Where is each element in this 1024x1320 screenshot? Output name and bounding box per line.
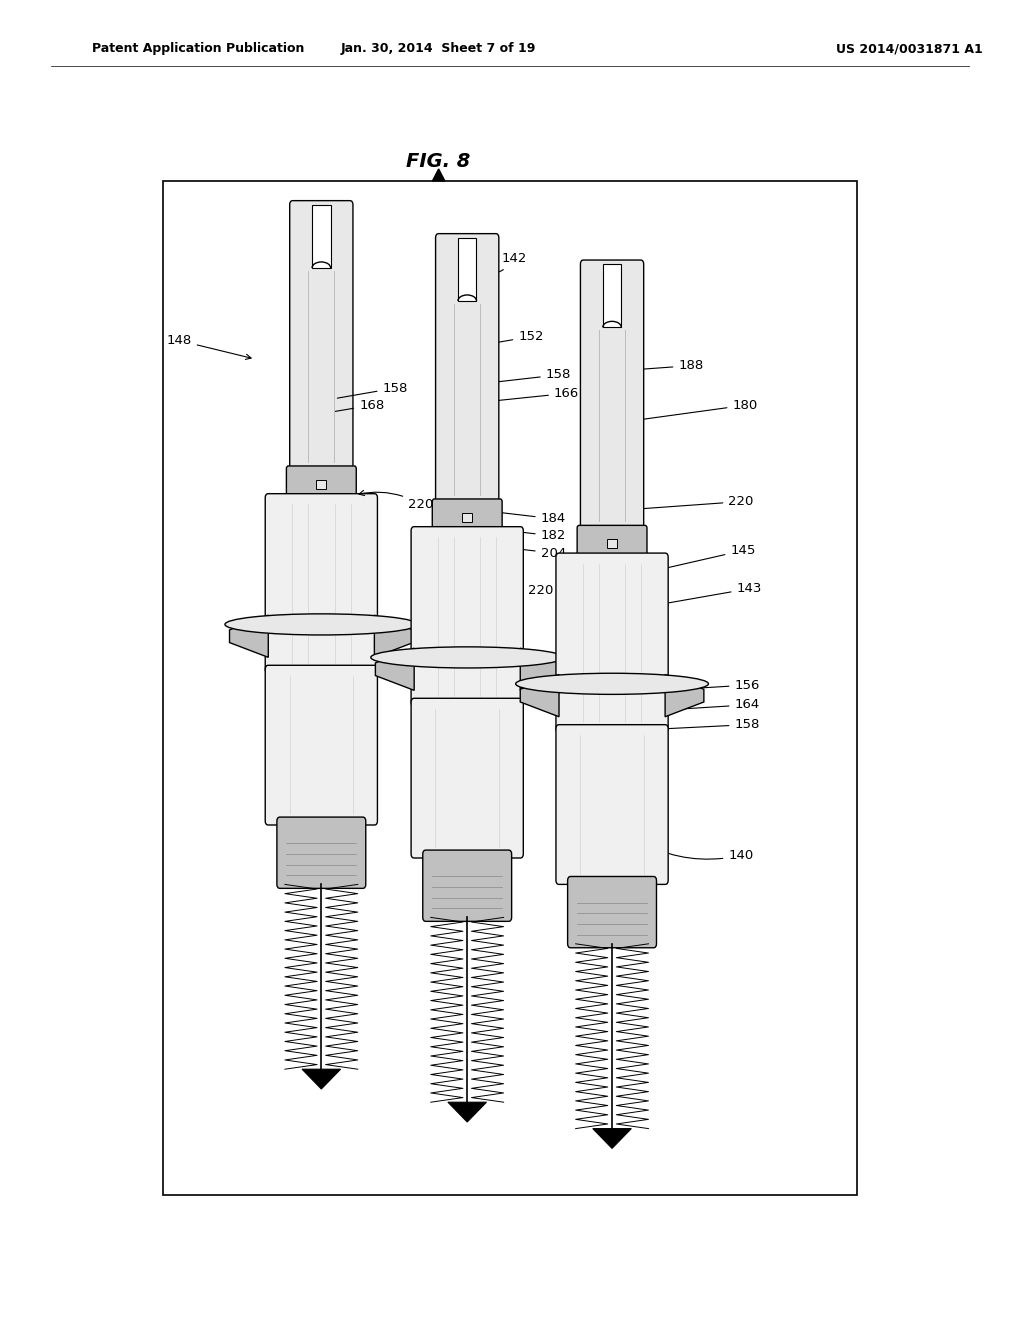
Text: 182: 182 bbox=[477, 527, 566, 543]
Bar bbox=[458, 238, 476, 301]
Text: 158: 158 bbox=[480, 368, 571, 384]
Polygon shape bbox=[520, 648, 559, 690]
Ellipse shape bbox=[516, 673, 709, 694]
Polygon shape bbox=[376, 648, 414, 690]
Text: 184: 184 bbox=[477, 510, 566, 525]
Text: 220: 220 bbox=[635, 495, 754, 511]
FancyBboxPatch shape bbox=[556, 725, 669, 884]
Text: 142: 142 bbox=[481, 252, 527, 279]
FancyBboxPatch shape bbox=[290, 201, 353, 473]
Polygon shape bbox=[302, 1069, 341, 1089]
Text: 204: 204 bbox=[477, 544, 566, 560]
Text: 164: 164 bbox=[643, 698, 760, 711]
Bar bbox=[462, 512, 472, 521]
Bar bbox=[607, 539, 617, 548]
Text: 220: 220 bbox=[485, 577, 554, 597]
Text: Jan. 30, 2014  Sheet 7 of 19: Jan. 30, 2014 Sheet 7 of 19 bbox=[341, 42, 537, 55]
Polygon shape bbox=[229, 615, 268, 657]
FancyBboxPatch shape bbox=[423, 850, 512, 921]
Polygon shape bbox=[375, 615, 413, 657]
Text: 143: 143 bbox=[663, 582, 762, 606]
Text: 148: 148 bbox=[167, 334, 251, 359]
Bar bbox=[603, 264, 622, 327]
Text: 180: 180 bbox=[625, 399, 758, 424]
Polygon shape bbox=[520, 675, 559, 717]
Text: 158: 158 bbox=[643, 718, 760, 731]
FancyBboxPatch shape bbox=[435, 234, 499, 506]
FancyBboxPatch shape bbox=[581, 260, 644, 532]
Polygon shape bbox=[593, 1129, 632, 1148]
FancyBboxPatch shape bbox=[432, 499, 502, 533]
Ellipse shape bbox=[371, 647, 563, 668]
Text: US 2014/0031871 A1: US 2014/0031871 A1 bbox=[837, 42, 983, 55]
Text: 220: 220 bbox=[359, 491, 433, 511]
Text: 152: 152 bbox=[480, 330, 544, 346]
Polygon shape bbox=[447, 1102, 486, 1122]
FancyBboxPatch shape bbox=[265, 665, 378, 825]
Text: 145: 145 bbox=[653, 544, 756, 572]
FancyBboxPatch shape bbox=[411, 527, 523, 706]
Ellipse shape bbox=[225, 614, 418, 635]
FancyBboxPatch shape bbox=[411, 698, 523, 858]
FancyBboxPatch shape bbox=[567, 876, 656, 948]
Text: 156: 156 bbox=[643, 678, 760, 692]
FancyBboxPatch shape bbox=[287, 466, 356, 500]
FancyBboxPatch shape bbox=[578, 525, 647, 560]
Text: 140: 140 bbox=[638, 841, 754, 862]
Text: FIG. 8: FIG. 8 bbox=[407, 152, 471, 170]
Text: 168: 168 bbox=[335, 399, 384, 412]
Bar bbox=[312, 205, 331, 268]
Polygon shape bbox=[432, 169, 444, 181]
Text: 188: 188 bbox=[602, 359, 703, 372]
Polygon shape bbox=[666, 675, 703, 717]
FancyBboxPatch shape bbox=[276, 817, 366, 888]
Text: 166: 166 bbox=[480, 387, 580, 403]
FancyBboxPatch shape bbox=[556, 553, 669, 733]
FancyBboxPatch shape bbox=[265, 494, 378, 673]
Bar bbox=[316, 479, 327, 488]
Text: Patent Application Publication: Patent Application Publication bbox=[92, 42, 304, 55]
Text: 158: 158 bbox=[337, 381, 408, 399]
